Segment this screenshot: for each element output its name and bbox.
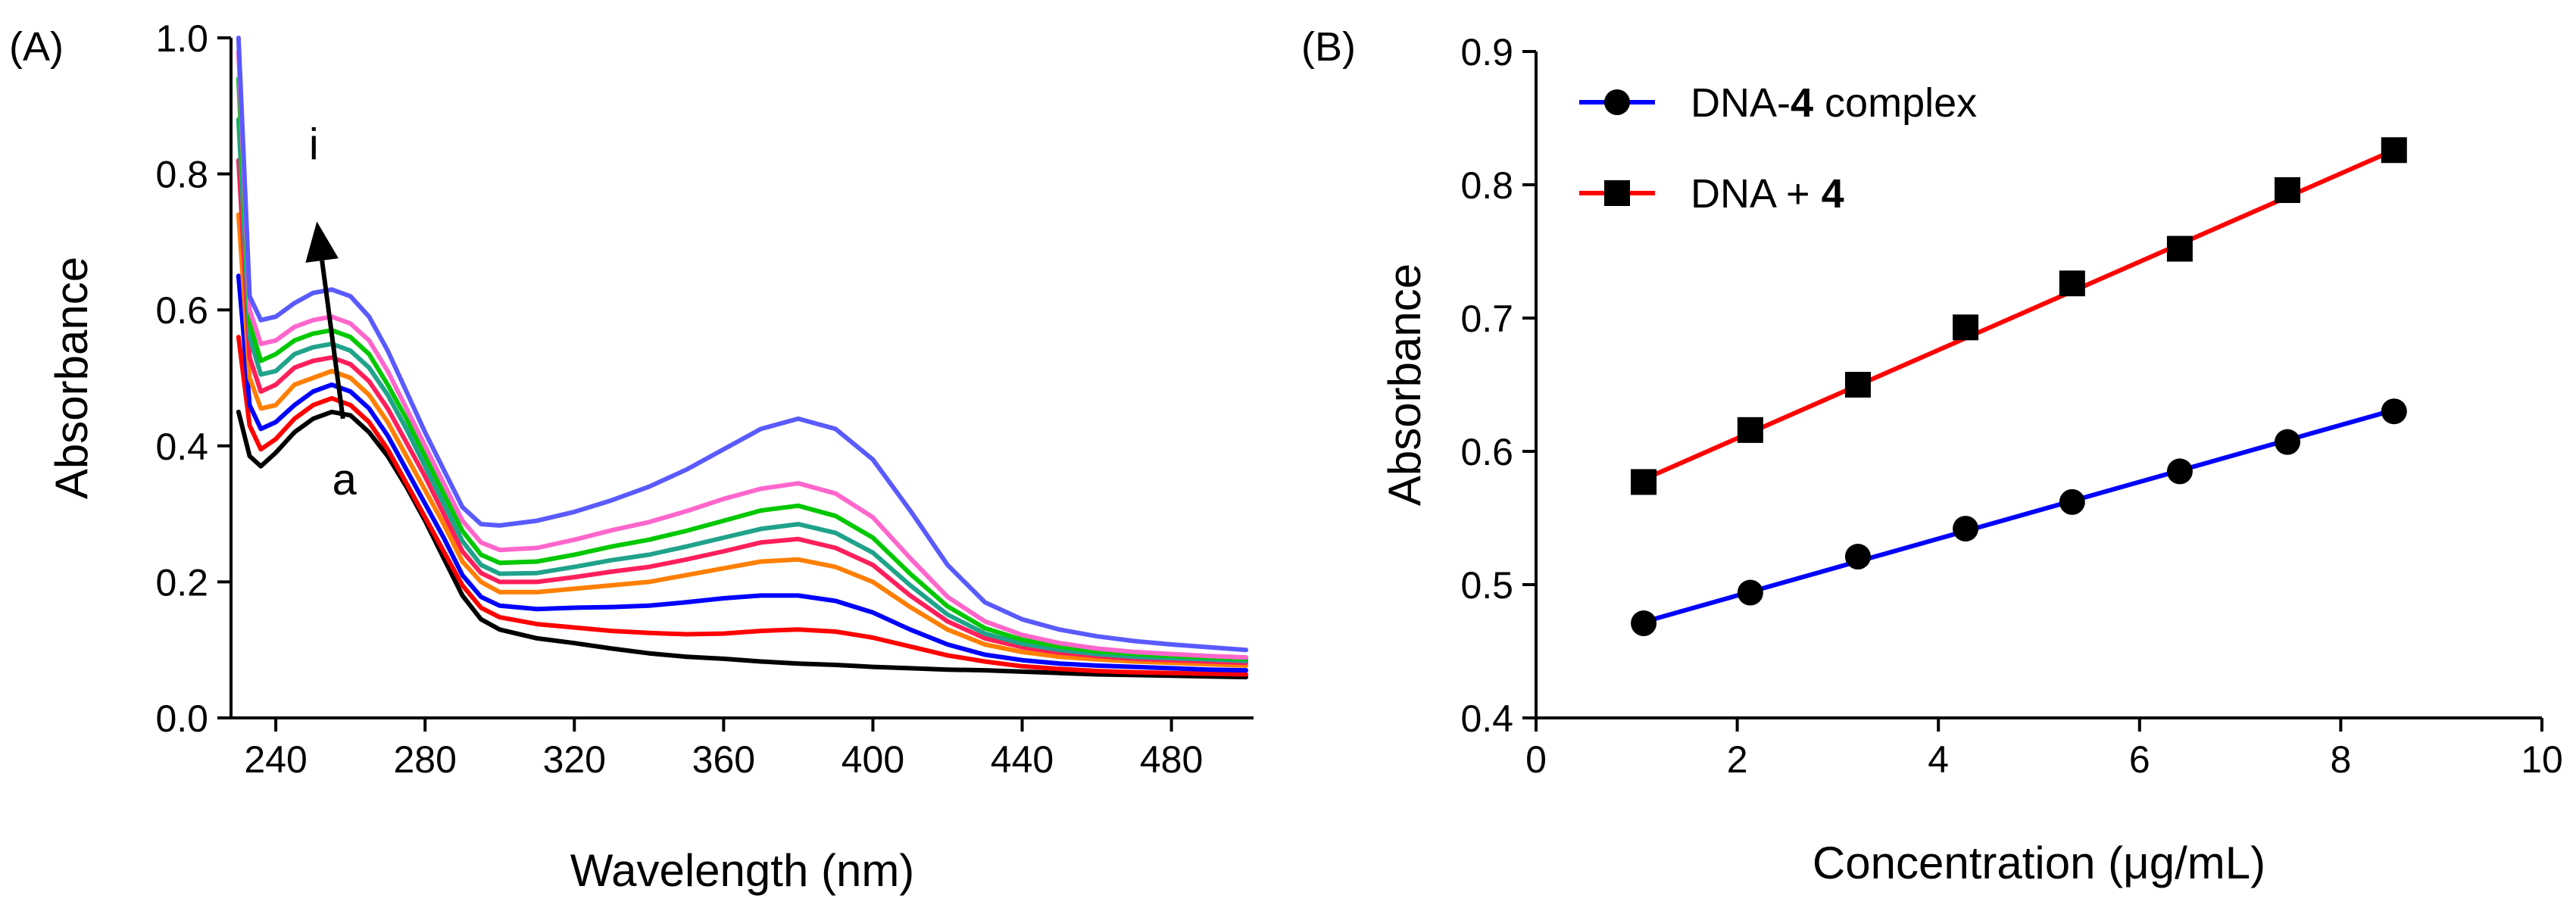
- panel-a-label: (A): [9, 24, 64, 70]
- x-tick-label-440: 440: [991, 738, 1054, 781]
- x-tick-label-10: 10: [2521, 738, 2563, 781]
- y-tick-label-0.8: 0.8: [1460, 164, 1513, 207]
- spectrum-line-f: [236, 117, 1249, 663]
- data-point-series-0-3: [1953, 516, 1979, 542]
- spectrum-line-i: [236, 36, 1249, 653]
- panel-a-y-ticks: 0.0 0.2 0.4 0.6 0.8 1.0: [155, 17, 231, 740]
- legend-label-series-0: DNA-4 complex: [1691, 80, 1977, 126]
- panel-b-x-ticks: 0 2 4 6 8 10: [1525, 718, 2563, 781]
- y-tick-label-0.9: 0.9: [1460, 31, 1513, 73]
- panel-b-y-ticks: 0.4 0.5 0.6 0.7 0.8 0.9: [1460, 31, 1536, 740]
- data-point-series-1-6: [2275, 177, 2301, 204]
- y-tick-label-0.7: 0.7: [1460, 298, 1513, 340]
- y-tick-label-0.4: 0.4: [155, 426, 208, 468]
- x-tick-label-320: 320: [543, 738, 606, 781]
- x-tick-label-240: 240: [244, 738, 307, 781]
- annotation-label-end: i: [309, 120, 319, 169]
- data-point-series-0-1: [1737, 579, 1763, 606]
- x-tick-label-6: 6: [2129, 738, 2150, 781]
- legend-marker-series-1: [1604, 180, 1630, 206]
- x-tick-label-8: 8: [2330, 738, 2351, 781]
- panel-a: (A) ai 240 280 320 360 400 440 480 0.00.20.40.…: [9, 17, 1254, 896]
- panel-b-data-points: [1631, 137, 2407, 637]
- data-point-series-1-7: [2381, 137, 2407, 164]
- data-point-series-1-3: [1953, 314, 1979, 341]
- x-tick-label-0: 0: [1525, 738, 1547, 781]
- panel-b: (B) 0 2 4 6 8 10 0.4 0.5 0.6 0.7 0.8 0.9 DNA-4 com…: [1301, 24, 2563, 888]
- spectrum-line-a: [236, 409, 1249, 680]
- data-point-series-1-1: [1737, 417, 1763, 443]
- spectrum-line-g: [236, 76, 1249, 661]
- data-point-series-1-4: [2059, 270, 2085, 297]
- data-point-series-0-0: [1631, 610, 1657, 637]
- panel-a-x-ticks: 240 280 320 360 400 440 480: [244, 718, 1203, 781]
- data-point-series-1-2: [1844, 372, 1871, 398]
- x-tick-label-280: 280: [393, 738, 456, 781]
- x-tick-label-400: 400: [841, 738, 904, 781]
- x-tick-label-2: 2: [1727, 738, 1748, 781]
- fit-line-series-1: [1642, 148, 2395, 482]
- y-tick-label-0.5: 0.5: [1460, 564, 1513, 607]
- data-point-series-0-5: [2166, 458, 2193, 485]
- spectrum-line-c: [236, 273, 1249, 673]
- panel-b-label: (B): [1301, 24, 1356, 70]
- annotation-label-start: a: [333, 455, 358, 504]
- data-point-series-1-5: [2166, 236, 2193, 262]
- y-tick-label-0: 0.0: [155, 697, 208, 740]
- spectrum-line-b: [236, 335, 1249, 677]
- panel-b-legend: DNA-4 complex DNA + 4: [1579, 80, 1977, 217]
- panel-b-fit-lines: [1642, 148, 2395, 625]
- y-tick-label-0.6: 0.6: [1460, 431, 1513, 473]
- fit-line-series-0: [1643, 407, 2395, 625]
- panel-a-arrow-annotation: ai: [305, 120, 358, 504]
- x-tick-label-4: 4: [1928, 738, 1949, 781]
- arrow-shaft: [320, 260, 345, 420]
- spectrum-line-d: [236, 212, 1249, 668]
- panel-a-spectra: [236, 36, 1249, 680]
- x-tick-label-480: 480: [1140, 738, 1203, 781]
- panel-a-y-axis-title: Absorbance: [46, 257, 97, 499]
- data-point-series-0-7: [2381, 398, 2407, 425]
- y-tick-label-0.2: 0.2: [155, 561, 208, 604]
- legend-marker-series-0: [1604, 89, 1630, 115]
- data-point-series-0-2: [1844, 544, 1871, 570]
- y-tick-label-1: 1.0: [155, 17, 208, 60]
- y-tick-label-0.6: 0.6: [155, 289, 208, 332]
- data-point-series-1-0: [1631, 469, 1657, 495]
- y-tick-label-0.4: 0.4: [1460, 697, 1513, 740]
- data-point-series-0-6: [2275, 429, 2301, 455]
- panel-b-x-axis-title: Concentration (μg/mL): [1813, 838, 2265, 888]
- data-point-series-0-4: [2059, 488, 2085, 515]
- panel-a-x-axis-title: Wavelength (nm): [570, 845, 915, 896]
- spectrum-line-e: [236, 158, 1249, 666]
- y-tick-label-0.8: 0.8: [155, 154, 208, 196]
- panel-b-y-axis-title: Absorbance: [1379, 264, 1430, 506]
- x-tick-label-360: 360: [692, 738, 755, 781]
- legend-label-series-1: DNA + 4: [1691, 171, 1844, 217]
- arrow-head: [305, 221, 339, 263]
